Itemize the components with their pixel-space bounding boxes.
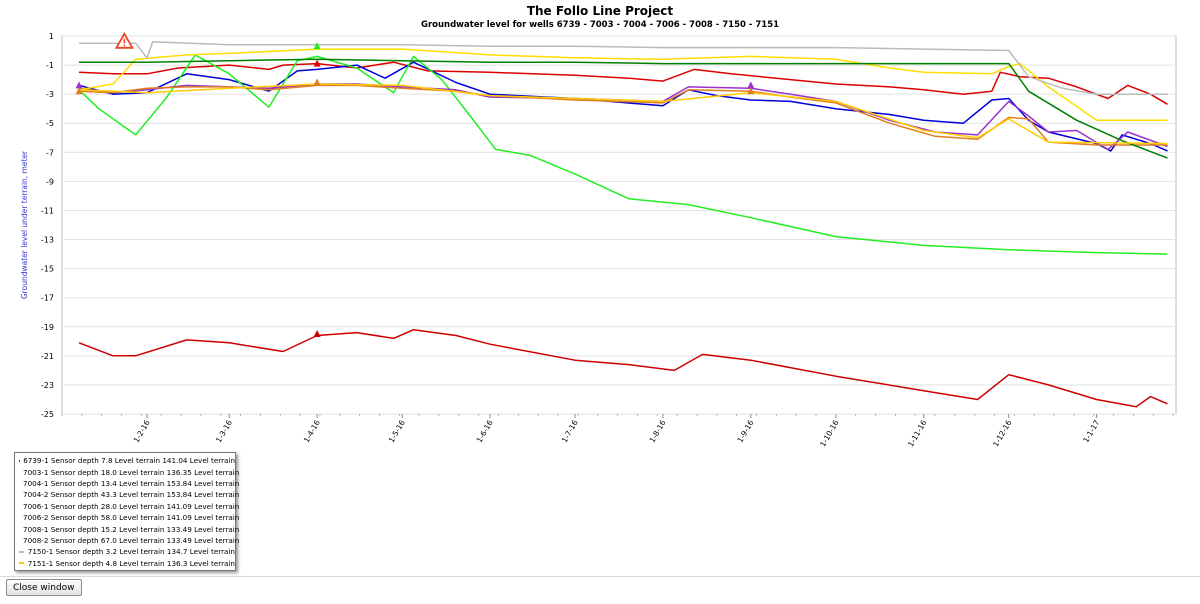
legend-item: 7004-2 Sensor depth 43.3 Level terrain 1… bbox=[19, 489, 239, 500]
x-tick-label: 1-12-16 bbox=[991, 418, 1014, 448]
legend-item: 7004-1 Sensor depth 13.4 Level terrain 1… bbox=[19, 478, 239, 489]
legend-label: 6739-1 Sensor depth 7.8 Level terrain 14… bbox=[23, 456, 235, 466]
chart-plot: 1 -1 -3 -5 -7 -9 -11 -13 -15 -17 -19 -21 -23 -25 1-2-1… bbox=[20, 32, 1177, 448]
y-axis-label: Groundwater level under terrain, meter bbox=[20, 150, 29, 299]
y-tick-label: -25 bbox=[41, 410, 54, 419]
triangle-marker bbox=[313, 42, 321, 50]
triangle-marker bbox=[75, 81, 83, 89]
marker-layer bbox=[75, 32, 755, 338]
legend-label: 7008-1 Sensor depth 15.2 Level terrain 1… bbox=[23, 524, 240, 534]
legend-item: 7006-2 Sensor depth 58.0 Level terrain 1… bbox=[19, 512, 239, 523]
y-tick-label: -21 bbox=[41, 352, 54, 361]
y-tick-label: -13 bbox=[41, 236, 54, 245]
series-line-9 bbox=[79, 41, 1168, 95]
legend-item: 7151-1 Sensor depth 4.8 Level terrain 13… bbox=[19, 558, 235, 569]
y-tick-label: 1 bbox=[49, 32, 54, 41]
legend-label: 7004-1 Sensor depth 13.4 Level terrain 1… bbox=[23, 478, 240, 488]
series-line-3 bbox=[78, 54, 1168, 255]
series-line-8 bbox=[79, 58, 1168, 159]
triangle-marker bbox=[313, 330, 321, 338]
series-line-1 bbox=[78, 61, 1168, 105]
triangle-marker bbox=[75, 87, 83, 95]
y-tick-label: -17 bbox=[41, 294, 54, 303]
y-tick-label: -19 bbox=[41, 323, 54, 332]
legend-label: 7150-1 Sensor depth 3.2 Level terrain 13… bbox=[27, 547, 235, 557]
legend-swatch bbox=[19, 550, 24, 553]
chart-subtitle: Groundwater level for wells 6739 - 7003 … bbox=[420, 20, 780, 30]
series-line-4 bbox=[78, 328, 1168, 408]
x-tick-label: 1-6-16 bbox=[475, 418, 495, 444]
legend: 6739-1 Sensor depth 7.8 Level terrain 14… bbox=[14, 452, 239, 571]
x-tick-label: 1-8-16 bbox=[648, 418, 668, 444]
y-tick-label: -3 bbox=[46, 90, 54, 99]
y-tick-label: -11 bbox=[41, 206, 54, 215]
series-line-6 bbox=[78, 84, 1168, 146]
y-tick-label: -7 bbox=[46, 148, 54, 157]
x-tick-label: 1-2-16 bbox=[132, 418, 152, 444]
triangle-marker bbox=[747, 81, 755, 89]
chart-title: The Follo Line Project bbox=[526, 4, 674, 18]
legend-label: 7006-2 Sensor depth 58.0 Level terrain 1… bbox=[23, 513, 240, 523]
close-window-button[interactable]: Close window bbox=[6, 579, 82, 596]
legend-swatch bbox=[19, 562, 24, 565]
series-layer bbox=[78, 41, 1168, 408]
legend-label: 7003-1 Sensor depth 18.0 Level terrain 1… bbox=[23, 467, 240, 477]
legend-item: 7006-1 Sensor depth 28.0 Level terrain 1… bbox=[19, 501, 239, 512]
y-tick-label: -23 bbox=[41, 381, 54, 390]
legend-label: 7151-1 Sensor depth 4.8 Level terrain 13… bbox=[27, 558, 235, 568]
triangle-marker bbox=[313, 78, 321, 86]
x-tick-label: 1-4-16 bbox=[302, 418, 322, 444]
y-tick-label: -5 bbox=[46, 119, 54, 128]
legend-item: 7008-2 Sensor depth 67.0 Level terrain 1… bbox=[19, 535, 239, 546]
x-tick-label: 1-10-16 bbox=[818, 418, 841, 448]
x-tick-label: 1-5-16 bbox=[387, 418, 407, 444]
legend-item: 7003-1 Sensor depth 18.0 Level terrain 1… bbox=[19, 466, 239, 477]
grid-layer bbox=[61, 35, 1177, 415]
legend-label: 7008-2 Sensor depth 67.0 Level terrain 1… bbox=[23, 535, 240, 545]
legend-item: 7008-1 Sensor depth 15.2 Level terrain 1… bbox=[19, 523, 239, 534]
legend-label: 7006-1 Sensor depth 28.0 Level terrain 1… bbox=[23, 501, 240, 511]
x-tick-label: 1-7-16 bbox=[560, 418, 580, 444]
triangle-marker bbox=[313, 59, 321, 67]
series-line-10 bbox=[78, 83, 1168, 145]
x-tick-label: 1-1-17 bbox=[1081, 418, 1101, 444]
warning-icon-dot bbox=[123, 44, 126, 47]
divider bbox=[0, 576, 1200, 577]
legend-item: 6739-1 Sensor depth 7.8 Level terrain 14… bbox=[19, 455, 235, 466]
y-tick-label: -9 bbox=[46, 177, 54, 186]
x-tick-label: 1-3-16 bbox=[214, 418, 234, 444]
x-tick-label: 1-11-16 bbox=[906, 418, 929, 448]
legend-label: 7004-2 Sensor depth 43.3 Level terrain 1… bbox=[23, 490, 240, 500]
y-tick-label: -1 bbox=[46, 61, 54, 70]
y-tick-label: -15 bbox=[41, 265, 54, 274]
triangle-marker bbox=[747, 87, 755, 95]
plot-frame bbox=[61, 35, 1177, 415]
legend-item: 7150-1 Sensor depth 3.2 Level terrain 13… bbox=[19, 546, 235, 557]
x-tick-label: 1-9-16 bbox=[735, 418, 755, 444]
